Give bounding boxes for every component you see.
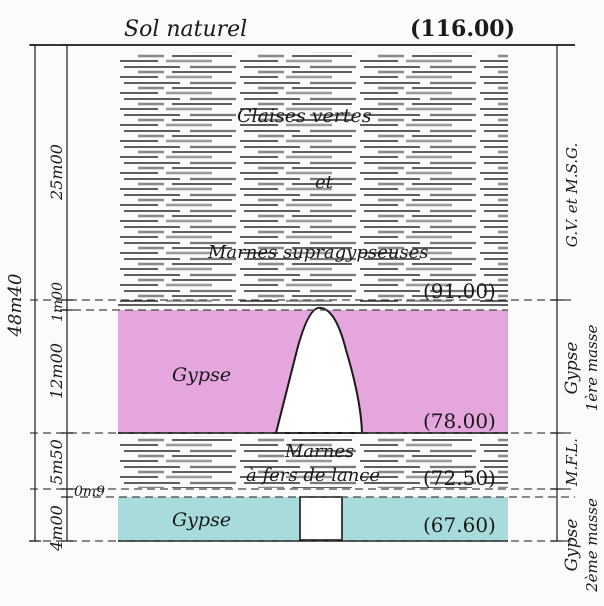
thickness-gv-msg: 25m00 [47, 144, 66, 201]
layer-gv-msg-name-3: Marnes supragypseuses [207, 242, 428, 263]
right-label-gv-msg: G.V. et M.S.G. [563, 143, 581, 248]
right-label-gypse-2-a: Gypse [562, 519, 582, 572]
right-label-gypse-2-b: 2ème masse [583, 498, 601, 593]
thickness-extra-2: 0m9 [74, 484, 105, 500]
right-label-gypse-1-b: 1ère masse [583, 325, 601, 412]
layer-gv-msg [118, 52, 508, 302]
layer-gv-msg-name-2: et [315, 172, 334, 193]
layer-mfl-name-1: Marnes [284, 441, 354, 462]
thickness-extra-1: 1m00 [50, 282, 66, 322]
gypse-1-pillar [274, 306, 364, 434]
thickness-gypse-2: 4m00 [47, 505, 66, 552]
thickness-mfl: 5m50 [47, 439, 66, 485]
layer-gv-msg-name-1: Claises vertes [237, 105, 372, 127]
elevation-78: (78.00) [423, 409, 496, 433]
layer-gypse-1-name: Gypse [172, 364, 231, 386]
layer-gv-msg-extra [118, 302, 508, 312]
elevation-91: (91.00) [423, 279, 496, 303]
layer-gypse-2-name: Gypse [172, 509, 231, 531]
elevation-7250: (72.50) [423, 466, 496, 490]
gypse-2-block [299, 496, 343, 541]
total-thickness-label: 48m40 [5, 274, 26, 338]
thickness-gypse-1: 12m00 [47, 343, 66, 399]
ground-label: Sol naturel [124, 17, 247, 42]
elevation-6760: (67.60) [423, 513, 496, 537]
layer-mfl-name-2: à fers de lance [246, 465, 380, 486]
ground-elevation: (116.00) [410, 16, 515, 42]
right-label-mfl: M.F.L. [563, 438, 581, 487]
right-label-gypse-1-a: Gypse [562, 342, 582, 395]
layer-mfl [118, 436, 508, 488]
